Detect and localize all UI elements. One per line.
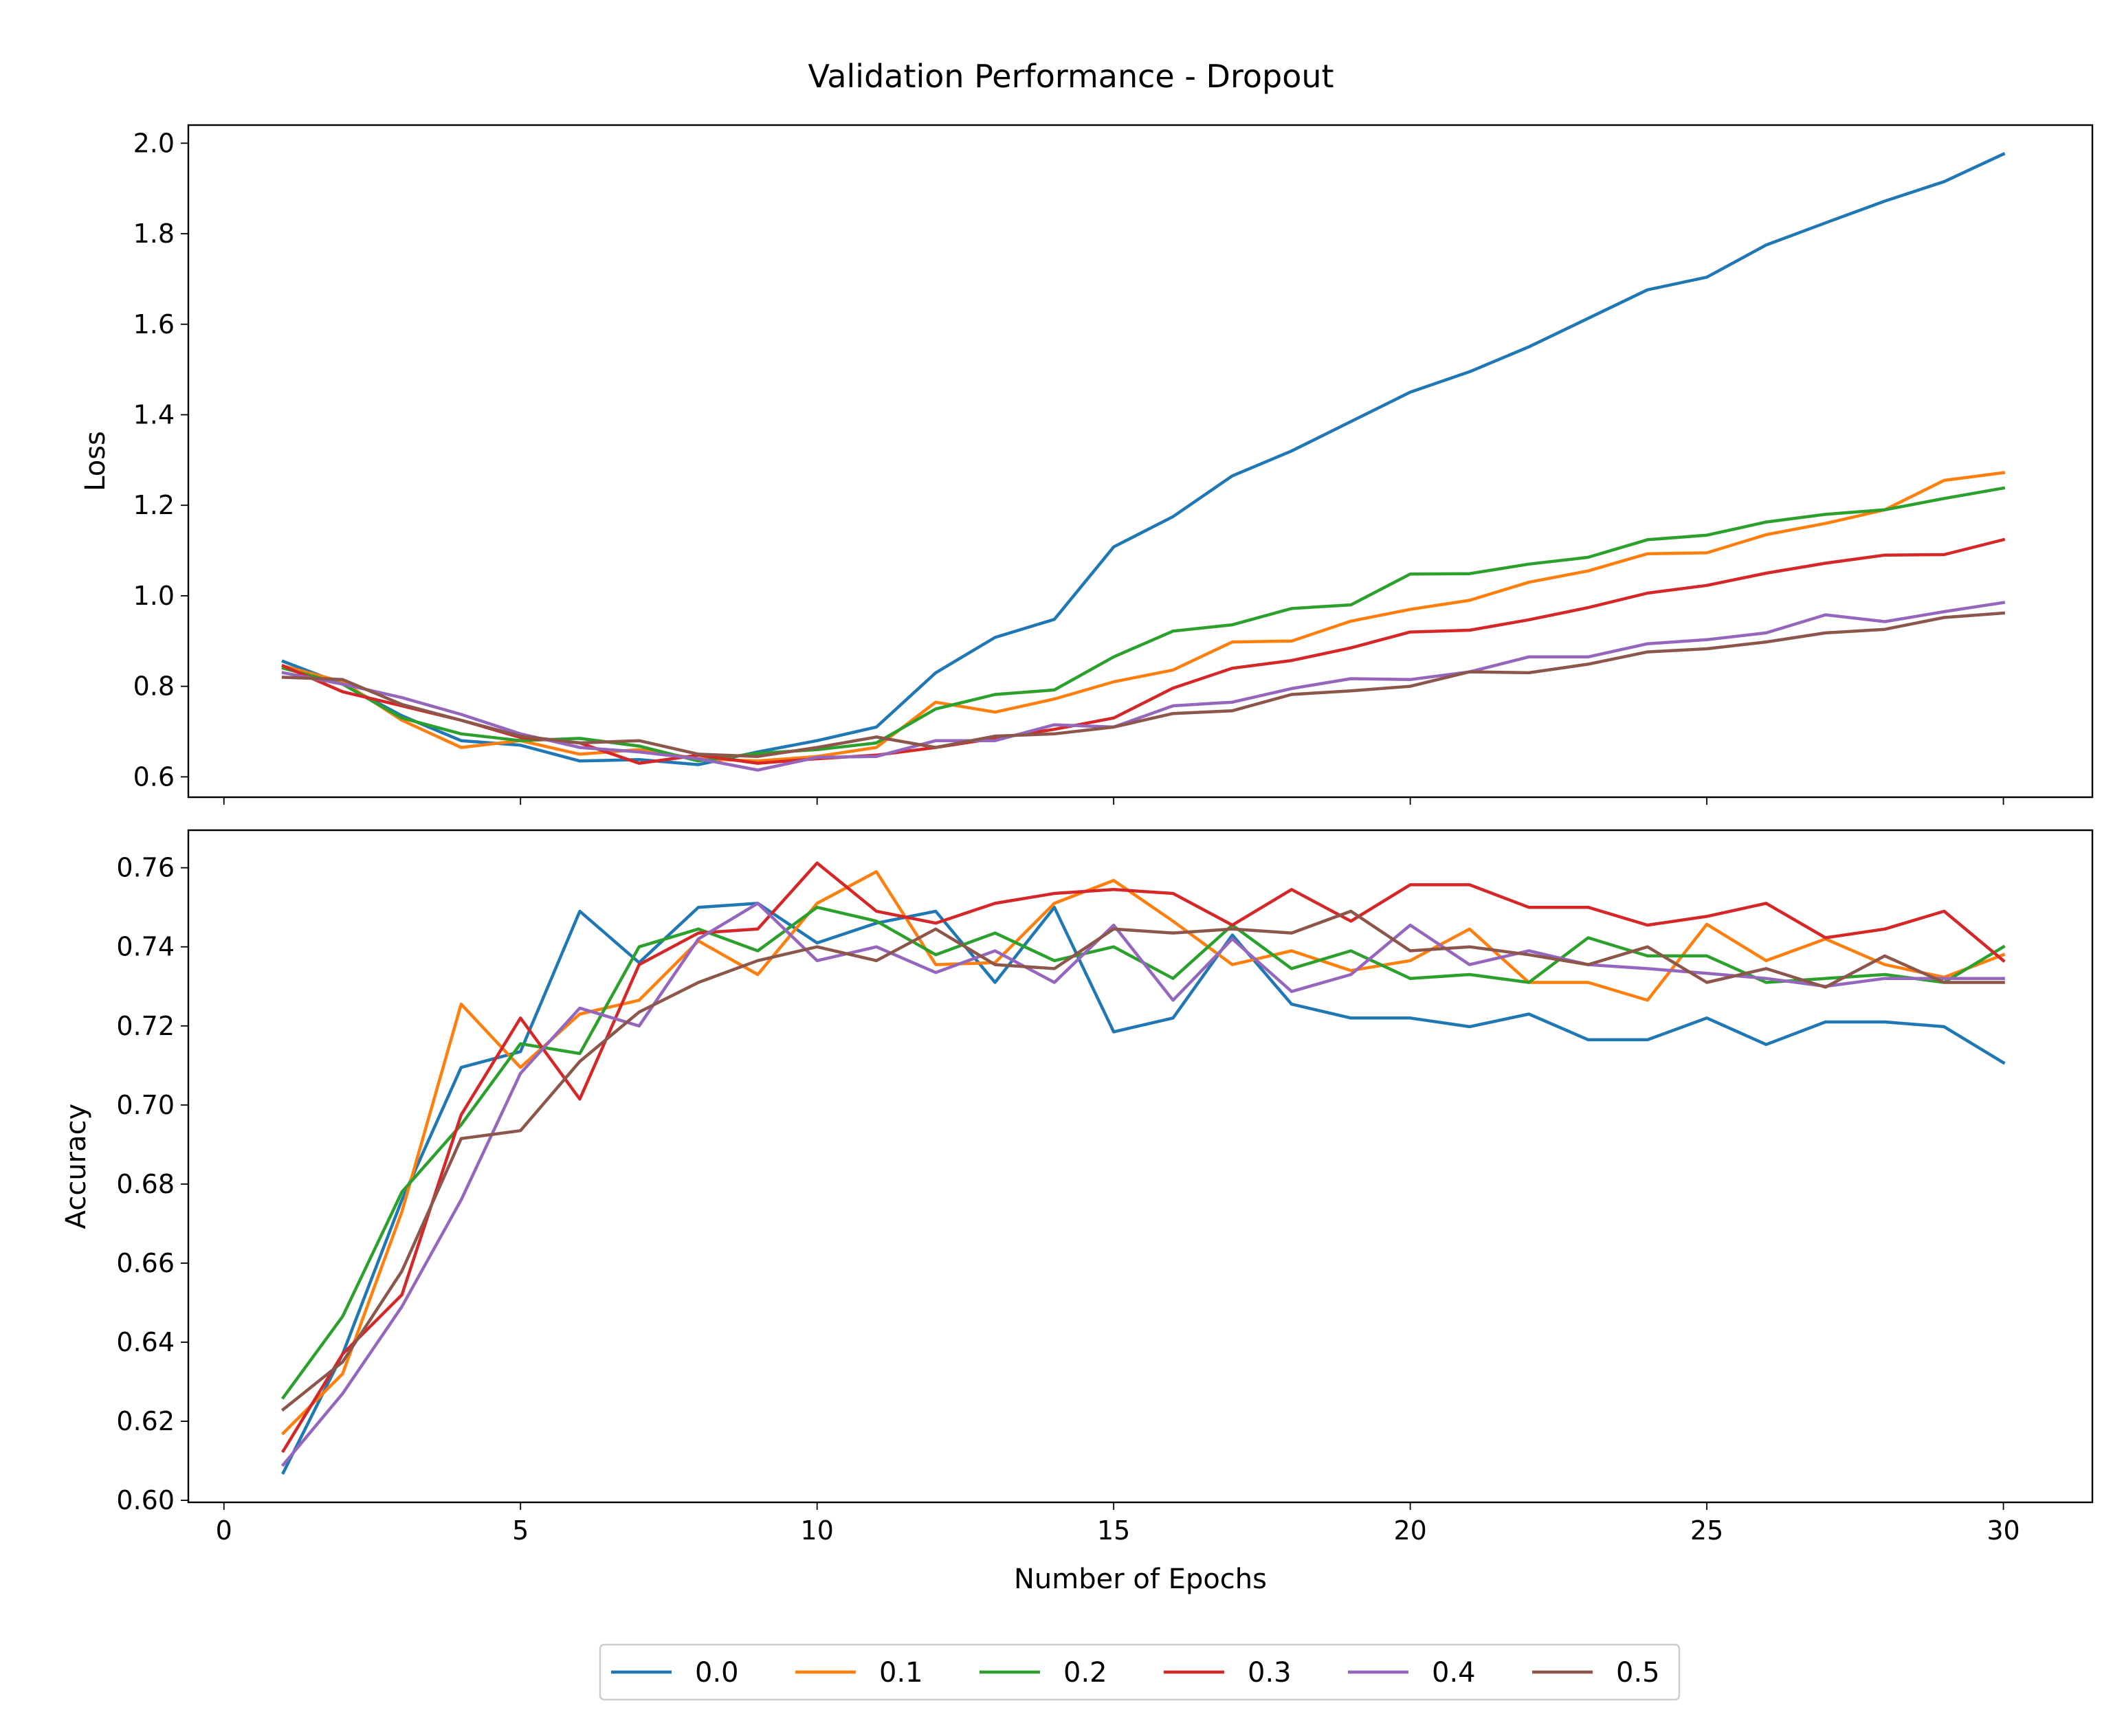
legend-label-5: 0.5 <box>1616 1657 1660 1689</box>
legend: 0.0 0.1 0.2 0.3 0.4 0.5 <box>599 1643 1681 1701</box>
accuracy-series-line-3 <box>281 861 2006 1454</box>
accuracy-y-tick-label: 0.66 <box>116 1248 175 1278</box>
loss-y-tick-label: 1.6 <box>133 309 175 340</box>
loss-series-line-1 <box>281 471 2006 763</box>
loss-axes-frame <box>187 124 2094 799</box>
legend-label-4: 0.4 <box>1432 1657 1476 1689</box>
accuracy-x-tick-label: 30 <box>1987 1515 2020 1546</box>
loss-y-tick-label: 2.0 <box>133 128 175 158</box>
accuracy-x-tick-label: 15 <box>1097 1515 1130 1546</box>
accuracy-x-tick-label: 0 <box>216 1515 232 1546</box>
legend-label-2: 0.2 <box>1063 1657 1107 1689</box>
loss-y-axis-label: Loss <box>80 431 111 491</box>
accuracy-series-line-5 <box>280 909 2005 1412</box>
accuracy-x-tick-label: 25 <box>1690 1515 1723 1546</box>
legend-label-3: 0.3 <box>1248 1657 1292 1689</box>
accuracy-series-line-4 <box>280 902 2005 1467</box>
loss-series-line-0 <box>281 152 2006 766</box>
accuracy-y-tick-label: 0.70 <box>116 1090 175 1120</box>
loss-y-tick-label: 1.8 <box>133 219 175 249</box>
accuracy-plot-area <box>280 861 2006 1475</box>
x-axis-label: Number of Epochs <box>1014 1563 1267 1595</box>
legend-label-0: 0.0 <box>695 1657 739 1689</box>
accuracy-y-tick-label: 0.68 <box>116 1169 175 1199</box>
loss-y-tick-label: 0.6 <box>133 761 175 792</box>
loss-series-line-5 <box>281 611 2006 758</box>
accuracy-x-tick-label: 20 <box>1393 1515 1426 1546</box>
loss-y-tick-label: 1.0 <box>133 581 175 611</box>
accuracy-x-tick-label: 10 <box>801 1515 834 1546</box>
legend-label-1: 0.1 <box>879 1657 923 1689</box>
loss-plot-area <box>281 152 2006 772</box>
accuracy-series-line-0 <box>281 902 2006 1475</box>
accuracy-axes-frame <box>187 829 2094 1504</box>
accuracy-y-tick-label: 0.72 <box>116 1011 175 1041</box>
accuracy-y-tick-label: 0.60 <box>116 1485 175 1515</box>
accuracy-y-tick-label: 0.64 <box>116 1327 175 1357</box>
legend-frame <box>599 1643 1681 1701</box>
accuracy-subplot: Accuracy Number of Epochs 0.60 0.62 0.64 0.… <box>60 829 2094 1595</box>
accuracy-y-axis-label: Accuracy <box>60 1104 92 1229</box>
accuracy-y-tick-label: 0.74 <box>116 932 175 962</box>
loss-y-tick-label: 0.8 <box>133 671 175 702</box>
accuracy-series-line-1 <box>280 870 2006 1436</box>
loss-subplot: Loss 0.6 0.8 1.0 1.2 1.4 1.6 1.8 2.0 <box>80 124 2094 805</box>
figure-title: Validation Performance - Dropout <box>808 58 1334 95</box>
loss-series-line-2 <box>281 486 2006 763</box>
accuracy-x-tick-label: 5 <box>512 1515 529 1546</box>
loss-series-line-4 <box>281 601 2006 772</box>
loss-y-tick-label: 1.4 <box>133 399 175 430</box>
accuracy-y-tick-label: 0.62 <box>116 1406 175 1436</box>
accuracy-y-tick-label: 0.76 <box>116 853 175 883</box>
loss-y-tick-label: 1.2 <box>133 490 175 520</box>
